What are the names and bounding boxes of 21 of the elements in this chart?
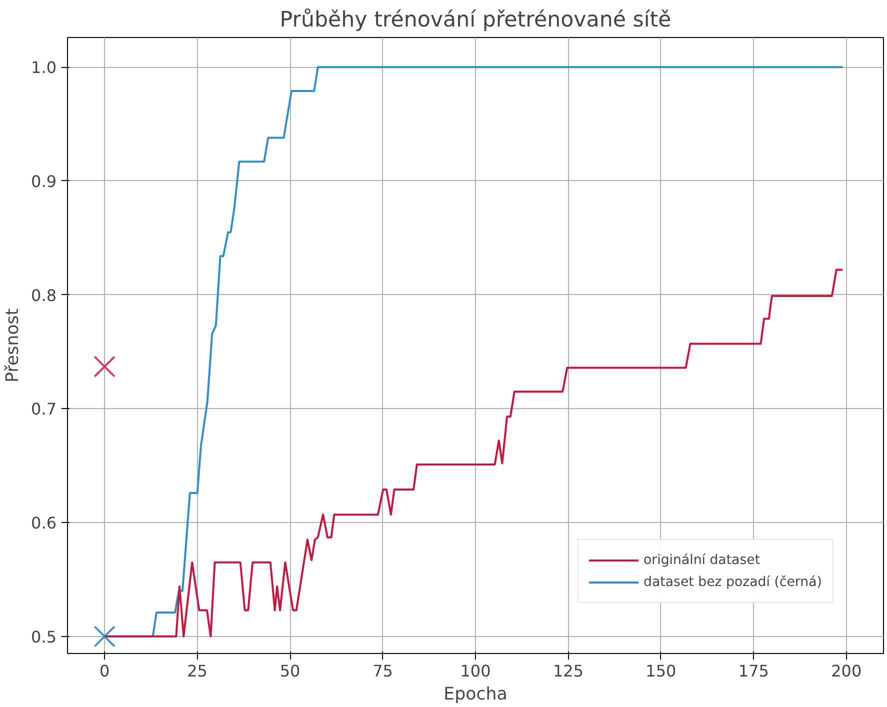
x-tick-label: 75 bbox=[372, 662, 393, 680]
y-tick-label: 0.7 bbox=[31, 400, 57, 419]
y-tick-label: 0.9 bbox=[31, 172, 57, 191]
x-tick-label: 125 bbox=[552, 662, 584, 680]
y-tick-label: 0.6 bbox=[31, 514, 57, 533]
line-series bbox=[104, 268, 844, 638]
y-axis-title: Přesnost bbox=[3, 308, 24, 382]
y-tick-label: 0.8 bbox=[31, 286, 57, 305]
y-tick-label: 0.5 bbox=[31, 627, 57, 646]
chart-title: Průběhy trénování přetrénované sítě bbox=[280, 8, 672, 32]
x-tick-label: 25 bbox=[187, 662, 208, 680]
x-tick-label: 50 bbox=[280, 662, 300, 680]
x-tick-label: 175 bbox=[738, 662, 769, 680]
x-tick-label: 150 bbox=[646, 662, 676, 680]
x-axis-title: Epocha bbox=[444, 684, 508, 704]
y-tick-label: 1.0 bbox=[31, 58, 57, 78]
x-tick-label: 100 bbox=[460, 662, 491, 680]
legend-label: originální dataset bbox=[644, 552, 760, 568]
legend-label: dataset bez pozadí (černá) bbox=[644, 574, 822, 590]
x-tick-label: 200 bbox=[831, 662, 862, 680]
x-tick-label: 0 bbox=[100, 662, 110, 680]
